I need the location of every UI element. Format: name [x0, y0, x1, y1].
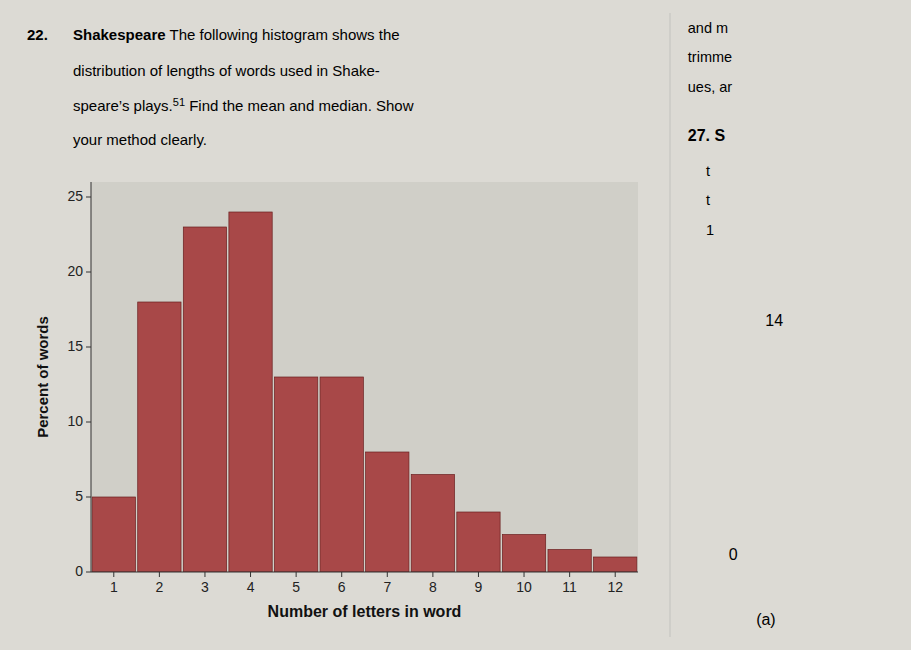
x-tick-label: 5 [292, 579, 300, 595]
problem-keyword: Shakespeare [73, 26, 166, 43]
x-tick-label: 6 [338, 579, 346, 595]
bar [411, 475, 454, 573]
bar [92, 497, 135, 572]
problem-line: Shakespeare The following histogram show… [73, 26, 400, 43]
x-axis-label: Number of letters in word [268, 603, 462, 620]
y-tick-label: 25 [67, 188, 83, 204]
y-tick-label: 10 [67, 413, 83, 429]
column-fragment: 1 [706, 222, 714, 238]
problem-text: Find the mean and median. Show [185, 97, 414, 114]
x-tick [478, 572, 479, 577]
problem-number: 22. [27, 26, 48, 43]
x-tick [250, 572, 251, 577]
y-tick-label: 15 [67, 338, 83, 354]
column-fragment: t [706, 163, 710, 179]
column-fragment: 14 [765, 312, 783, 329]
x-tick [296, 572, 297, 577]
x-tick-label: 11 [562, 579, 577, 595]
x-tick-label: 1 [110, 579, 118, 595]
x-tick [569, 572, 570, 577]
chart-root: 0510152025123456789101112Number of lette… [0, 0, 911, 650]
footnote-mark: 51 [173, 96, 185, 108]
x-tick [159, 572, 160, 577]
x-tick-label: 3 [201, 579, 209, 595]
page-background [0, 0, 911, 650]
x-tick [387, 572, 388, 577]
column-fragment: and m [688, 20, 728, 36]
chart-svg: 0510152025123456789101112Number of lette… [0, 0, 911, 650]
column-fragment: t [706, 192, 710, 208]
column-fragment: ues, ar [688, 79, 732, 95]
bar [320, 377, 363, 572]
x-tick-label: 7 [383, 579, 391, 595]
y-tick [86, 422, 91, 423]
y-tick-label: 5 [75, 488, 83, 504]
x-tick [341, 572, 342, 577]
column-divider [670, 13, 671, 637]
problem-text: The following histogram shows the [166, 26, 400, 43]
x-tick-label: 9 [475, 579, 483, 595]
column-fragment: trimme [688, 49, 732, 65]
bar [594, 557, 637, 572]
bar [274, 377, 317, 572]
x-tick-label: 4 [247, 579, 255, 595]
y-axis-line [91, 182, 92, 572]
y-tick-label: 20 [67, 263, 83, 279]
bar [229, 212, 272, 572]
y-tick-label: 0 [75, 563, 83, 579]
y-axis-label: Percent of words [34, 316, 51, 438]
bar [366, 452, 409, 572]
plot-background [91, 182, 638, 572]
x-tick-label: 12 [607, 579, 623, 595]
problem-text: your method clearly. [73, 131, 207, 148]
y-tick [86, 347, 91, 348]
bars [92, 212, 637, 572]
bar [138, 302, 181, 572]
problem-line: speare’s plays.51 Find the mean and medi… [73, 96, 414, 114]
x-tick [432, 572, 433, 577]
y-tick [86, 572, 91, 573]
x-tick-label: 8 [429, 579, 437, 595]
bar [548, 550, 591, 573]
bar [183, 227, 226, 572]
bar [502, 535, 545, 573]
x-tick [113, 572, 114, 577]
bar [457, 512, 500, 572]
x-tick-label: 10 [516, 579, 532, 595]
x-axis-line [91, 572, 638, 573]
column-fragment: 0 [729, 546, 738, 563]
y-tick [86, 497, 91, 498]
column-fragment: 27. S [688, 127, 726, 144]
column-fragment: (a) [756, 611, 776, 628]
x-tick [615, 572, 616, 577]
x-tick [204, 572, 205, 577]
x-tick [524, 572, 525, 577]
x-tick-label: 2 [155, 579, 163, 595]
y-tick [86, 197, 91, 198]
axes: 0510152025123456789101112 [67, 182, 638, 595]
problem-text: speare’s plays. [73, 97, 173, 114]
y-tick [86, 272, 91, 273]
problem-text: distribution of lengths of words used in… [73, 62, 380, 79]
